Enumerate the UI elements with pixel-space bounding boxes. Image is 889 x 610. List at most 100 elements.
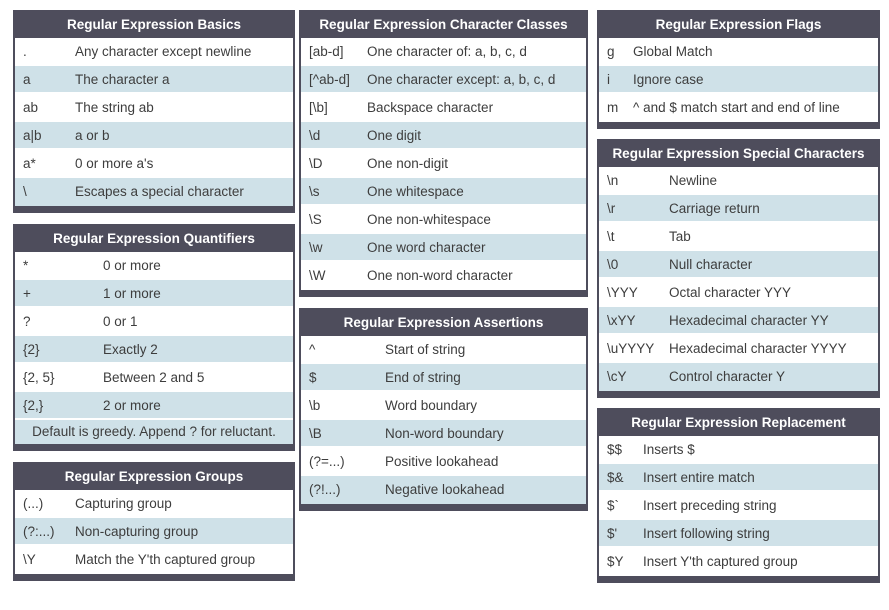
pattern-description: 0 or 1 <box>103 314 138 329</box>
table-row: (?=...) Positive lookahead <box>301 448 586 476</box>
pattern-symbol: \w <box>309 240 323 255</box>
pattern-description: 0 or more a's <box>75 156 154 171</box>
pattern-description: Start of string <box>385 342 466 357</box>
column-left: Regular Expression Basics. Any character … <box>13 10 295 581</box>
table-row: \0 Null character <box>599 251 878 279</box>
pattern-symbol: + <box>23 286 31 301</box>
pattern-description: The character a <box>75 72 170 87</box>
pattern-symbol: {2} <box>23 342 40 357</box>
pattern-description: One character except: a, b, c, d <box>367 72 556 87</box>
table-row: \B Non-word boundary <box>301 420 586 448</box>
pattern-symbol: $ <box>309 370 317 385</box>
table-row: \Y Match the Y'th captured group <box>15 546 293 574</box>
pattern-symbol: \d <box>309 128 321 143</box>
pattern-description: Word boundary <box>385 398 478 413</box>
pattern-symbol: \Y <box>23 552 36 567</box>
pattern-symbol: (?!...) <box>309 482 341 497</box>
pattern-symbol: \n <box>607 173 619 188</box>
pattern-symbol: \B <box>309 426 322 441</box>
pattern-description: Hexadecimal character YYYY <box>669 341 847 356</box>
table-regex-character-classes: Regular Expression Character Classes [ab-… <box>299 10 588 297</box>
pattern-description: Positive lookahead <box>385 454 499 469</box>
table-row: . Any character except newline <box>15 38 293 66</box>
pattern-description: 2 or more <box>103 398 161 413</box>
pattern-description: Tab <box>669 229 691 244</box>
pattern-description: Null character <box>669 257 753 272</box>
pattern-symbol: (...) <box>23 496 44 511</box>
pattern-description: Hexadecimal character YY <box>669 313 829 328</box>
table-regex-assertions: Regular Expression Assertions ^ Start of s… <box>299 308 588 511</box>
pattern-symbol: \r <box>607 201 616 216</box>
table-row: \W One non-word character <box>301 262 586 290</box>
pattern-symbol: \W <box>309 268 326 283</box>
pattern-symbol: \cY <box>607 369 627 384</box>
table-title: Regular Expression Flags <box>599 12 878 38</box>
table-title: Regular Expression Basics <box>15 12 293 38</box>
pattern-symbol: \xYY <box>607 313 636 328</box>
table-row: \ Escapes a special character <box>15 178 293 206</box>
table-row: \t Tab <box>599 223 878 251</box>
table-regex-groups: Regular Expression Groups (...) Capturing … <box>13 462 295 581</box>
table-title: Regular Expression Quantifiers <box>15 226 293 252</box>
pattern-description: Backspace character <box>367 100 494 115</box>
table-row: \YYY Octal character YYY <box>599 279 878 307</box>
pattern-symbol: a* <box>23 156 36 171</box>
pattern-symbol: ^ <box>309 342 316 357</box>
table-row: {2,} 2 or more <box>15 392 293 420</box>
pattern-symbol: \b <box>309 398 321 413</box>
pattern-description: One word character <box>367 240 486 255</box>
pattern-symbol: \S <box>309 212 322 227</box>
table-row: \cY Control character Y <box>599 363 878 391</box>
table-row: ^ Start of string <box>301 336 586 364</box>
pattern-description: Insert following string <box>643 526 770 541</box>
pattern-symbol: \t <box>607 229 615 244</box>
table-title: Regular Expression Replacement <box>599 410 878 436</box>
pattern-symbol: . <box>23 44 27 59</box>
table-regex-replacement: Regular Expression Replacement $$ Inserts … <box>597 408 880 583</box>
table-row: $' Insert following string <box>599 520 878 548</box>
pattern-symbol: $' <box>607 526 618 541</box>
pattern-description: The string ab <box>75 100 154 115</box>
table-row: \r Carriage return <box>599 195 878 223</box>
pattern-description: Control character Y <box>669 369 786 384</box>
pattern-symbol: \D <box>309 156 323 171</box>
pattern-symbol: ? <box>23 314 31 329</box>
pattern-symbol: \0 <box>607 257 619 272</box>
pattern-description: Non-word boundary <box>385 426 504 441</box>
pattern-description: Insert preceding string <box>643 498 777 513</box>
pattern-description: Octal character YYY <box>669 285 792 300</box>
table-row: \uYYYY Hexadecimal character YYYY <box>599 335 878 363</box>
pattern-description: Exactly 2 <box>103 342 158 357</box>
table-row: a|b a or b <box>15 122 293 150</box>
table-row: m ^ and $ match start and end of line <box>599 94 878 122</box>
table-row: * 0 or more <box>15 252 293 280</box>
table-row: \s One whitespace <box>301 178 586 206</box>
pattern-description: Newline <box>669 173 718 188</box>
table-row: [\b] Backspace character <box>301 94 586 122</box>
table-row: \d One digit <box>301 122 586 150</box>
table-row: +1 or more <box>15 280 293 308</box>
pattern-symbol: [ab-d] <box>309 44 344 59</box>
pattern-symbol: g <box>607 44 615 59</box>
table-row: $& Insert entire match <box>599 464 878 492</box>
table-row: $Y Insert Y'th captured group <box>599 548 878 576</box>
table-row: g Global Match <box>599 38 878 66</box>
table-row: \w One word character <box>301 234 586 262</box>
table-title: Regular Expression Assertions <box>301 310 586 336</box>
table-row: \b Word boundary <box>301 392 586 420</box>
pattern-symbol: [\b] <box>309 100 328 115</box>
table-row: ? 0 or 1 <box>15 308 293 336</box>
pattern-symbol: m <box>607 100 619 115</box>
pattern-description: Capturing group <box>75 496 172 511</box>
table-row: [ab-d] One character of: a, b, c, d <box>301 38 586 66</box>
table-row: a The character a <box>15 66 293 94</box>
table-regex-basics: Regular Expression Basics. Any character … <box>13 10 295 213</box>
table-row: \n Newline <box>599 167 878 195</box>
table-row: a* 0 or more a's <box>15 150 293 178</box>
pattern-description: Match the Y'th captured group <box>75 552 256 567</box>
table-row: $ End of string <box>301 364 586 392</box>
pattern-description: Between 2 and 5 <box>103 370 205 385</box>
pattern-symbol: a|b <box>23 128 42 143</box>
pattern-description: One character of: a, b, c, d <box>367 44 527 59</box>
